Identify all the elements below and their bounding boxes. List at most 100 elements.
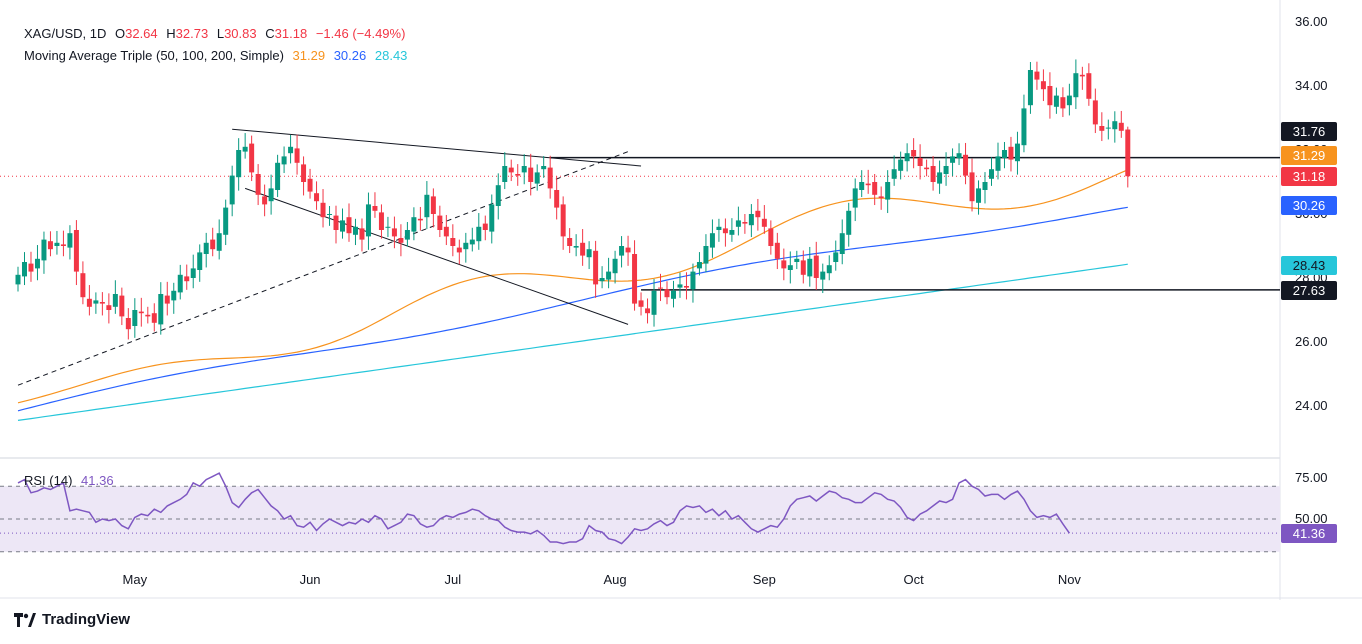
candle-body bbox=[411, 217, 417, 232]
candle-body bbox=[184, 276, 190, 282]
candle-body bbox=[917, 158, 923, 166]
candle-body bbox=[502, 166, 508, 182]
candle-body bbox=[495, 185, 501, 206]
candle-body bbox=[911, 150, 917, 157]
candle-body bbox=[34, 258, 40, 269]
candle-body bbox=[658, 287, 664, 289]
level-label-31-76: 31.76 bbox=[1281, 122, 1337, 141]
candle-body bbox=[378, 212, 384, 230]
tradingview-logo[interactable]: TradingView bbox=[14, 611, 130, 628]
candle-body bbox=[683, 286, 689, 288]
candle-body bbox=[891, 169, 897, 179]
candle-body bbox=[528, 167, 534, 182]
time-tick-label: May bbox=[123, 572, 148, 587]
candle-body bbox=[729, 230, 735, 235]
candle-body bbox=[119, 295, 125, 317]
candle-body bbox=[833, 252, 839, 262]
candle-body bbox=[722, 228, 728, 234]
candle-body bbox=[1014, 143, 1020, 162]
candle-body bbox=[262, 196, 268, 205]
candle-body bbox=[242, 146, 248, 152]
candle-body bbox=[878, 196, 884, 198]
trendline bbox=[232, 128, 642, 167]
candle-body bbox=[281, 156, 287, 165]
candle-body bbox=[794, 258, 800, 262]
tradingview-icon bbox=[14, 612, 36, 627]
candle-body bbox=[391, 228, 397, 237]
candle-body bbox=[547, 167, 553, 189]
ohlc-high: H32.73 bbox=[166, 26, 209, 41]
candle-body bbox=[1125, 129, 1131, 177]
candle-body bbox=[229, 175, 235, 205]
candle-body bbox=[47, 241, 53, 250]
candle-body bbox=[1079, 74, 1085, 77]
candle-body bbox=[709, 233, 715, 248]
candle-body bbox=[346, 217, 352, 234]
rsi-tick-label: 50.00 bbox=[1295, 511, 1328, 526]
candle-body bbox=[755, 210, 761, 218]
candle-body bbox=[404, 230, 410, 240]
candle-body bbox=[1034, 71, 1040, 80]
candle-body bbox=[807, 258, 813, 277]
ohlc-close: C31.18 bbox=[265, 26, 308, 41]
ma200-line bbox=[17, 263, 1128, 421]
candle-body bbox=[950, 156, 956, 163]
candle-body bbox=[554, 190, 560, 208]
candle-body bbox=[255, 174, 261, 195]
candle-body bbox=[943, 166, 949, 174]
candle-body bbox=[1105, 127, 1111, 129]
candle-body bbox=[606, 271, 612, 280]
candle-body bbox=[67, 233, 73, 248]
candle-body bbox=[716, 226, 722, 230]
ma-title: Moving Average Triple (50, 100, 200, Sim… bbox=[24, 48, 284, 63]
ma50-price-label: 31.29 bbox=[1281, 146, 1337, 165]
time-tick-label: Jun bbox=[300, 572, 321, 587]
ma50-line bbox=[17, 169, 1129, 404]
candle-body bbox=[54, 242, 60, 246]
candle-body bbox=[424, 194, 430, 218]
candle-body bbox=[437, 215, 443, 230]
ma200-value: 28.43 bbox=[374, 48, 408, 63]
candle-body bbox=[826, 265, 832, 274]
time-tick-label: Sep bbox=[753, 572, 776, 587]
candle-body bbox=[580, 242, 586, 256]
candle-body bbox=[385, 226, 391, 228]
candle-body bbox=[1073, 73, 1079, 98]
candle-body bbox=[982, 182, 988, 190]
candle-body bbox=[1008, 146, 1014, 160]
candle-body bbox=[359, 228, 365, 240]
candle-body bbox=[1099, 126, 1105, 131]
candle-body bbox=[846, 210, 852, 235]
ma-legend[interactable]: Moving Average Triple (50, 100, 200, Sim… bbox=[24, 48, 412, 63]
ohlc-change: −1.46 (−4.49%) bbox=[315, 26, 406, 41]
price-tick-label: 36.00 bbox=[1295, 14, 1328, 29]
candle-body bbox=[638, 300, 644, 307]
candle-body bbox=[820, 271, 826, 280]
candle-body bbox=[138, 311, 144, 314]
candle-body bbox=[28, 263, 34, 272]
candle-body bbox=[294, 148, 300, 163]
candle-body bbox=[125, 318, 131, 330]
symbol-label[interactable]: XAG/USD, 1D bbox=[24, 26, 107, 41]
candle-body bbox=[748, 214, 754, 226]
candle-body bbox=[482, 223, 488, 230]
rsi-legend[interactable]: RSI (14) 41.36 bbox=[24, 473, 119, 488]
candle-body bbox=[515, 174, 521, 176]
candle-body bbox=[703, 246, 709, 264]
candle-body bbox=[197, 252, 203, 270]
candle-body bbox=[1086, 73, 1092, 99]
time-tick-label: Aug bbox=[604, 572, 627, 587]
candle-body bbox=[301, 164, 307, 182]
rsi-title: RSI (14) bbox=[24, 473, 73, 488]
candle-body bbox=[15, 274, 21, 285]
candle-body bbox=[567, 238, 573, 246]
candle-body bbox=[210, 239, 216, 250]
candle-body bbox=[112, 294, 118, 307]
candle-body bbox=[132, 310, 138, 326]
candle-body bbox=[1092, 100, 1098, 125]
candle-body bbox=[904, 153, 910, 162]
candle-body bbox=[450, 238, 456, 246]
candle-body bbox=[593, 250, 599, 285]
candle-body bbox=[619, 246, 625, 256]
